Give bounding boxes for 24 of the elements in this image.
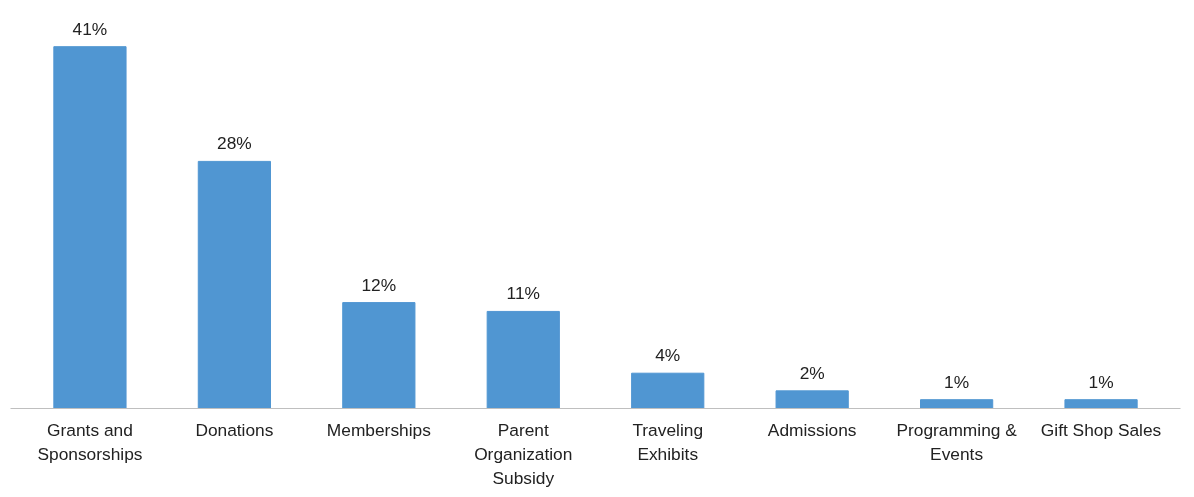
bar xyxy=(775,390,849,409)
data-label: 11% xyxy=(506,283,540,304)
x-tick-label: Donations xyxy=(195,419,274,440)
data-label: 2% xyxy=(799,362,825,383)
bar xyxy=(486,310,560,409)
x-tick-label: Traveling Exhibits xyxy=(632,419,704,464)
bar xyxy=(53,46,127,409)
data-label: 1% xyxy=(944,371,970,392)
x-tick-label: Parent Organization Subsidy xyxy=(474,419,573,488)
data-label: 4% xyxy=(655,345,681,366)
bar xyxy=(631,372,705,409)
x-tick-label: Gift Shop Sales xyxy=(1040,419,1162,440)
x-tick-label: Memberships xyxy=(326,419,432,440)
x-tick-label: Grants and Sponsorships xyxy=(37,419,143,464)
bar xyxy=(342,302,416,409)
bar xyxy=(1064,399,1138,409)
bar xyxy=(920,399,994,409)
bar xyxy=(197,160,271,409)
data-label: 12% xyxy=(361,274,397,295)
data-label: 28% xyxy=(217,133,252,154)
x-tick-label: Admissions xyxy=(767,419,857,440)
data-label: 41% xyxy=(72,18,108,39)
data-label: 1% xyxy=(1088,371,1114,392)
x-tick-label: Programming & Events xyxy=(896,419,1018,464)
